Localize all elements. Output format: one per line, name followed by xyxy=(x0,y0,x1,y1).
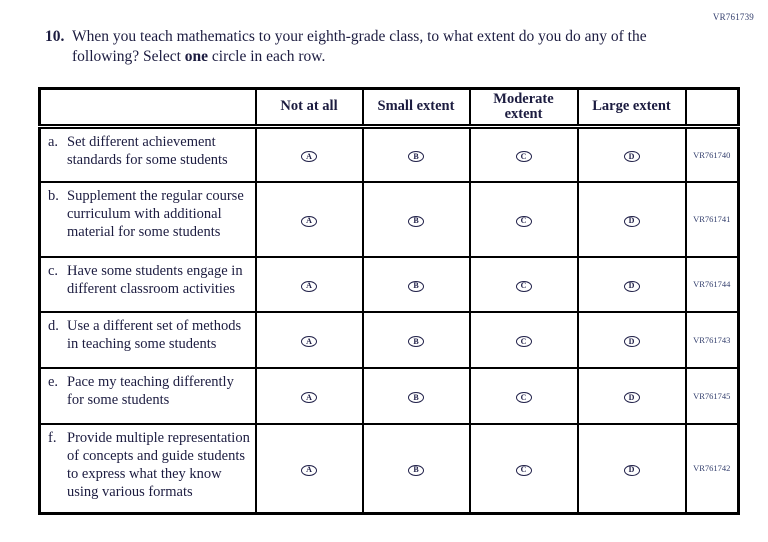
header-large-extent: Large extent xyxy=(576,87,687,129)
row-e-code: VR761745 xyxy=(684,366,740,425)
row-b-code: VR761741 xyxy=(684,180,740,258)
row-letter: a. xyxy=(48,134,59,150)
option-bubble-c[interactable]: C xyxy=(515,336,532,347)
row-b-option-moderate-extent: C xyxy=(468,180,579,258)
row-letter: d. xyxy=(48,317,59,334)
option-bubble-b[interactable]: B xyxy=(408,280,424,292)
row-d-option-small-extent: B xyxy=(361,310,471,369)
option-bubble-a[interactable]: A xyxy=(301,215,317,227)
row-a-option-large-extent: D xyxy=(576,125,687,183)
option-bubble-c[interactable]: C xyxy=(515,392,532,403)
question-text: When you teach mathematics to your eight… xyxy=(72,27,672,67)
option-bubble-a[interactable]: A xyxy=(301,336,317,347)
option-bubble-b[interactable]: B xyxy=(408,336,424,347)
row-d-stem: d. Use a different set of methods in tea… xyxy=(38,310,257,369)
row-b-option-large-extent: D xyxy=(576,180,687,258)
option-bubble-b[interactable]: B xyxy=(408,151,424,163)
row-c-option-moderate-extent: C xyxy=(468,255,579,313)
row-label: Use a different set of methods in teachi… xyxy=(67,317,242,352)
header-moderate-extent: Moderate extent xyxy=(468,87,579,129)
row-letter: b. xyxy=(48,187,59,204)
option-bubble-d[interactable]: D xyxy=(623,392,640,403)
row-f-option-not-at-all: A xyxy=(254,422,364,515)
question-block: 10. When you teach mathematics to your e… xyxy=(45,27,673,67)
question-number: 10. xyxy=(45,28,65,45)
row-label: Pace my teaching differently for some st… xyxy=(67,373,234,408)
option-bubble-b[interactable]: B xyxy=(408,215,424,227)
option-bubble-b[interactable]: B xyxy=(408,392,424,403)
row-f-option-small-extent: B xyxy=(361,422,471,515)
option-bubble-a[interactable]: A xyxy=(301,464,317,476)
table-row-a: a. Set different achievement standards f… xyxy=(38,125,740,183)
row-e-stem: e. Pace my teaching differently for some… xyxy=(38,366,257,425)
row-label: Supplement the regular course curriculum… xyxy=(67,187,244,241)
row-f-code: VR761742 xyxy=(684,422,740,515)
row-c-option-small-extent: B xyxy=(361,255,471,313)
row-d-option-not-at-all: A xyxy=(254,310,364,369)
row-e-option-large-extent: D xyxy=(576,366,687,425)
row-f-option-moderate-extent: C xyxy=(468,422,579,515)
row-e-option-not-at-all: A xyxy=(254,366,364,425)
row-b-option-small-extent: B xyxy=(361,180,471,258)
question-text-after: circle in each row. xyxy=(208,48,326,66)
row-a-stem: a. Set different achievement standards f… xyxy=(38,125,257,183)
row-c-option-not-at-all: A xyxy=(254,255,364,313)
table-row-d: d. Use a different set of methods in tea… xyxy=(38,310,740,369)
option-bubble-b[interactable]: B xyxy=(408,464,424,476)
header-code-blank xyxy=(684,87,740,129)
option-bubble-d[interactable]: D xyxy=(623,151,640,163)
row-a-code: VR761740 xyxy=(684,125,740,183)
row-a-option-not-at-all: A xyxy=(254,125,364,183)
option-bubble-c[interactable]: C xyxy=(515,151,532,163)
row-d-code: VR761743 xyxy=(684,310,740,369)
row-f-option-large-extent: D xyxy=(576,422,687,515)
row-c-stem: c. Have some students engage in differen… xyxy=(38,255,257,313)
option-bubble-a[interactable]: A xyxy=(301,392,317,403)
row-a-option-small-extent: B xyxy=(361,125,471,183)
option-bubble-c[interactable]: C xyxy=(515,280,532,292)
row-a-option-moderate-extent: C xyxy=(468,125,579,183)
row-label: Set different achievement standards for … xyxy=(67,134,228,169)
table-row-c: c. Have some students engage in differen… xyxy=(38,255,740,313)
option-bubble-d[interactable]: D xyxy=(623,280,640,292)
table-row-e: e. Pace my teaching differently for some… xyxy=(38,366,740,425)
page-accession-code: VR761739 xyxy=(712,12,754,22)
row-d-option-large-extent: D xyxy=(576,310,687,369)
question-text-before: When you teach mathematics to your eight… xyxy=(72,28,647,66)
table-row-f: f. Provide multiple representation of co… xyxy=(38,422,740,515)
header-stem-blank xyxy=(38,87,257,129)
row-letter: f. xyxy=(48,429,57,446)
row-e-option-small-extent: B xyxy=(361,366,471,425)
header-not-at-all: Not at all xyxy=(254,87,364,129)
row-letter: e. xyxy=(48,373,59,390)
row-d-option-moderate-extent: C xyxy=(468,310,579,369)
row-label: Have some students engage in different c… xyxy=(67,262,243,297)
row-label: Provide multiple representation of conce… xyxy=(67,429,250,501)
row-letter: c. xyxy=(48,262,59,279)
option-bubble-c[interactable]: C xyxy=(515,464,532,476)
option-bubble-a[interactable]: A xyxy=(301,280,317,292)
row-f-stem: f. Provide multiple representation of co… xyxy=(38,422,257,515)
row-b-option-not-at-all: A xyxy=(254,180,364,258)
question-text-bold-word: one xyxy=(184,48,209,66)
option-bubble-d[interactable]: D xyxy=(623,215,640,227)
header-row: Not at all Small extent Moderate extent … xyxy=(38,87,740,129)
option-bubble-d[interactable]: D xyxy=(623,336,640,347)
option-bubble-a[interactable]: A xyxy=(301,151,317,163)
response-grid: Not at all Small extent Moderate extent … xyxy=(38,87,740,515)
table-row-b: b. Supplement the regular course curricu… xyxy=(38,180,740,258)
header-small-extent: Small extent xyxy=(361,87,471,129)
option-bubble-c[interactable]: C xyxy=(515,215,532,227)
row-c-option-large-extent: D xyxy=(576,255,687,313)
row-c-code: VR761744 xyxy=(684,255,740,313)
row-b-stem: b. Supplement the regular course curricu… xyxy=(38,180,257,258)
option-bubble-d[interactable]: D xyxy=(623,464,640,476)
row-e-option-moderate-extent: C xyxy=(468,366,579,425)
